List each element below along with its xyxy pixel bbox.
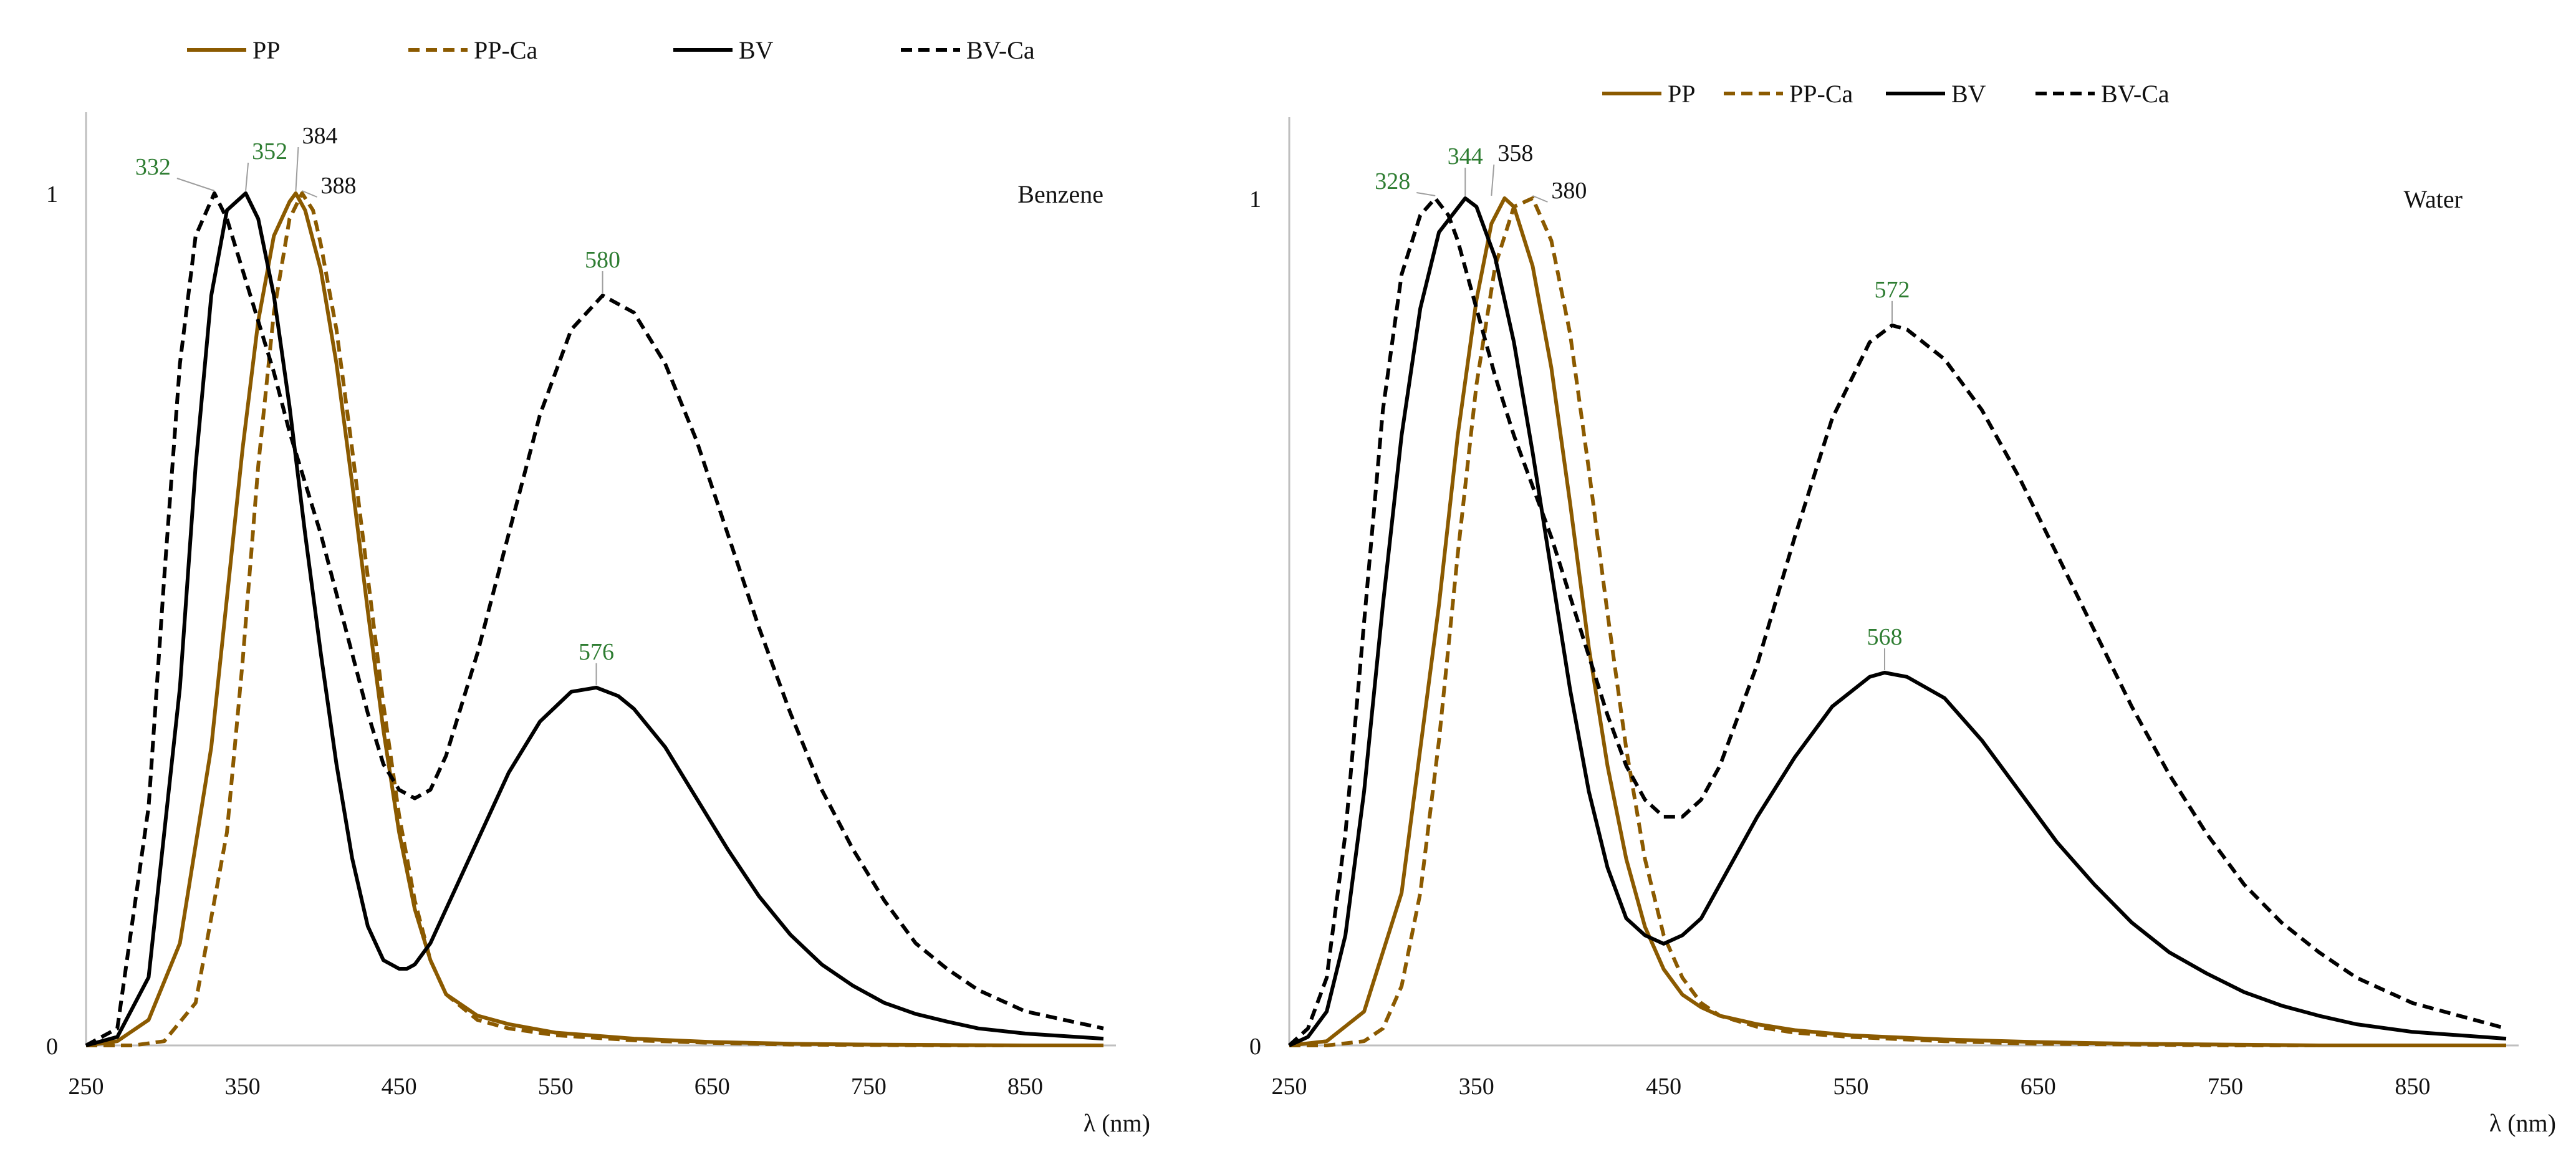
x-tick-label: 750 bbox=[2208, 1073, 2243, 1100]
benzene-annotations: 332 352 384 388 580 576 bbox=[135, 123, 620, 685]
annotation-leader-line bbox=[1491, 164, 1495, 196]
water-legend: PP PP-Ca BV BV-Ca bbox=[1602, 80, 2170, 108]
peak-annotation: 568 bbox=[1867, 624, 1902, 650]
peak-annotation: 388 bbox=[320, 173, 356, 199]
y-tick-label: 1 bbox=[1249, 186, 1261, 213]
peak-annotation: 580 bbox=[585, 247, 620, 273]
x-tick-label: 250 bbox=[1272, 1073, 1307, 1100]
benzene-legend: PP PP-Ca BV BV-Ca bbox=[187, 36, 1035, 64]
peak-annotation: 384 bbox=[302, 123, 337, 149]
x-tick-label: 650 bbox=[2021, 1073, 2056, 1100]
x-tick-label: 850 bbox=[2395, 1073, 2430, 1100]
series-line-bv-ca bbox=[1287, 196, 2507, 1047]
annotation-leader-line bbox=[176, 178, 215, 191]
peak-annotation: 332 bbox=[135, 154, 171, 180]
legend-label-bv-ca: BV-Ca bbox=[966, 36, 1035, 64]
x-tick-label: 450 bbox=[1646, 1073, 1681, 1100]
y-tick-label: 1 bbox=[46, 181, 58, 208]
annotation-leader-line bbox=[1532, 195, 1548, 203]
series-line-pp bbox=[1289, 196, 2506, 1047]
water-x-axis-label: λ (nm) bbox=[2489, 1109, 2556, 1137]
annotation-leader-line bbox=[1416, 192, 1436, 196]
x-tick-label: 350 bbox=[225, 1073, 261, 1100]
series-line-bv bbox=[85, 191, 1104, 1047]
water-annotations: 328 344 358 380 572 568 bbox=[1375, 140, 1910, 671]
x-tick-label: 550 bbox=[1833, 1073, 1868, 1100]
y-tick-label: 0 bbox=[46, 1034, 58, 1060]
legend-label-bv-ca: BV-Ca bbox=[2101, 80, 2170, 108]
annotation-leader-line bbox=[302, 190, 317, 198]
peak-annotation: 352 bbox=[252, 138, 287, 165]
legend-label-bv: BV bbox=[739, 36, 774, 64]
benzene-series bbox=[85, 191, 1104, 1047]
peak-annotation: 380 bbox=[1551, 178, 1587, 204]
water-panel-title: Water bbox=[2404, 185, 2463, 213]
x-tick-label: 350 bbox=[1459, 1073, 1494, 1100]
benzene-panel: PP PP-Ca BV BV-Ca Benzene 250 350 450 550 650 75… bbox=[46, 36, 1150, 1137]
legend-label-pp-ca: PP-Ca bbox=[1789, 80, 1853, 108]
x-tick-label: 550 bbox=[538, 1073, 574, 1100]
peak-annotation: 572 bbox=[1874, 277, 1910, 303]
benzene-panel-title: Benzene bbox=[1017, 180, 1103, 208]
legend-label-bv: BV bbox=[1951, 80, 1986, 108]
legend-label-pp-ca: PP-Ca bbox=[474, 36, 537, 64]
series-line-bv-ca bbox=[85, 191, 1104, 1047]
x-tick-label: 650 bbox=[694, 1073, 730, 1100]
x-tick-label: 750 bbox=[851, 1073, 887, 1100]
benzene-x-axis-label: λ (nm) bbox=[1084, 1109, 1150, 1137]
peak-annotation: 328 bbox=[1375, 168, 1410, 194]
water-panel: PP PP-Ca BV BV-Ca Water 250 350 450 550 650 750 8… bbox=[1249, 80, 2556, 1137]
peak-annotation: 344 bbox=[1448, 143, 1483, 170]
peak-annotation: 358 bbox=[1497, 140, 1533, 166]
x-tick-label: 250 bbox=[69, 1073, 104, 1100]
series-line-pp-ca bbox=[1289, 196, 2506, 1047]
y-tick-label: 0 bbox=[1249, 1034, 1261, 1060]
peak-annotation: 576 bbox=[579, 639, 614, 665]
series-line-pp-ca bbox=[86, 191, 1103, 1047]
x-tick-label: 450 bbox=[382, 1073, 417, 1100]
series-line-pp bbox=[85, 191, 1103, 1047]
annotation-leader-line bbox=[295, 146, 299, 191]
legend-label-pp: PP bbox=[1668, 80, 1696, 108]
series-line-bv bbox=[1288, 196, 2507, 1047]
x-tick-label: 850 bbox=[1007, 1073, 1043, 1100]
annotation-leader-line bbox=[245, 162, 249, 191]
water-series bbox=[1287, 196, 2507, 1047]
legend-label-pp: PP bbox=[252, 36, 281, 64]
